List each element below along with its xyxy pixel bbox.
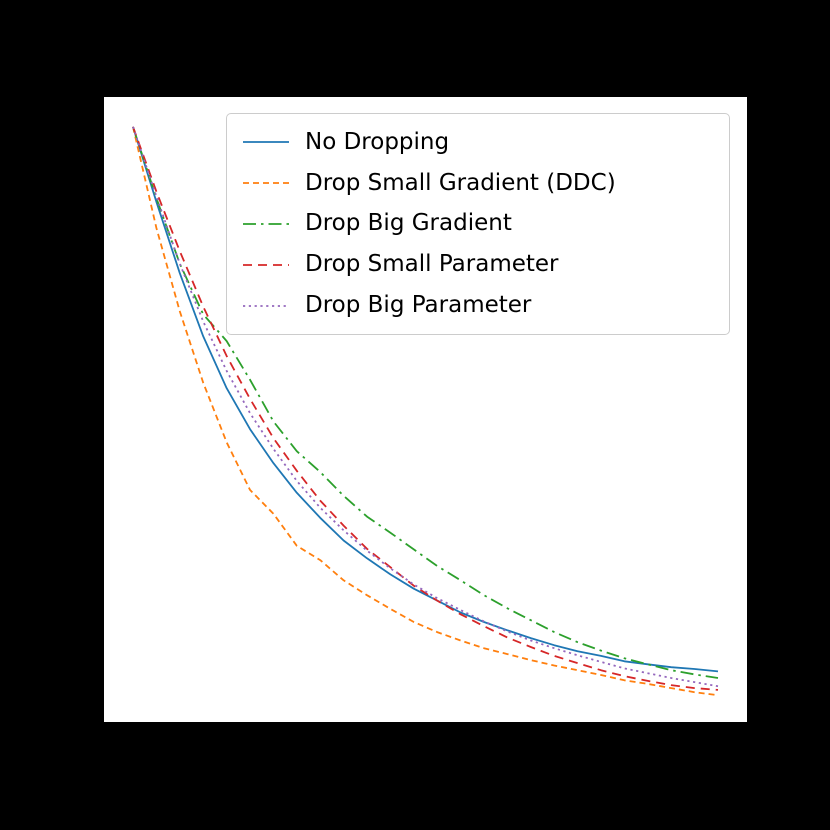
series-line-1 bbox=[132, 126, 719, 697]
legend-item: Drop Small Parameter bbox=[241, 251, 715, 278]
plot-area: No Dropping Drop Small Gradient (DDC) Drop… bbox=[104, 97, 747, 722]
series-line-4 bbox=[132, 126, 719, 688]
legend-line-sample bbox=[243, 263, 289, 266]
legend-line-sample bbox=[243, 182, 289, 185]
legend-label: Drop Big Gradient bbox=[305, 210, 512, 237]
loss-curves-svg bbox=[132, 126, 719, 697]
legend-label: No Dropping bbox=[305, 128, 450, 155]
legend-line-sample bbox=[243, 223, 289, 225]
legend-label: Drop Big Parameter bbox=[305, 291, 532, 318]
series-line-3 bbox=[132, 126, 719, 691]
legend-line-sample bbox=[243, 141, 289, 144]
legend: No Dropping Drop Small Gradient (DDC) Drop… bbox=[226, 113, 730, 335]
series-line-0 bbox=[132, 126, 719, 673]
legend-item: Drop Big Parameter bbox=[241, 291, 715, 318]
legend-label: Drop Small Parameter bbox=[305, 251, 559, 278]
legend-label: Drop Small Gradient (DDC) bbox=[305, 169, 616, 196]
legend-item: No Dropping bbox=[241, 128, 715, 155]
legend-line-sample bbox=[243, 304, 289, 307]
legend-item: Drop Big Gradient bbox=[241, 211, 715, 236]
legend-item: Drop Small Gradient (DDC) bbox=[241, 169, 715, 196]
